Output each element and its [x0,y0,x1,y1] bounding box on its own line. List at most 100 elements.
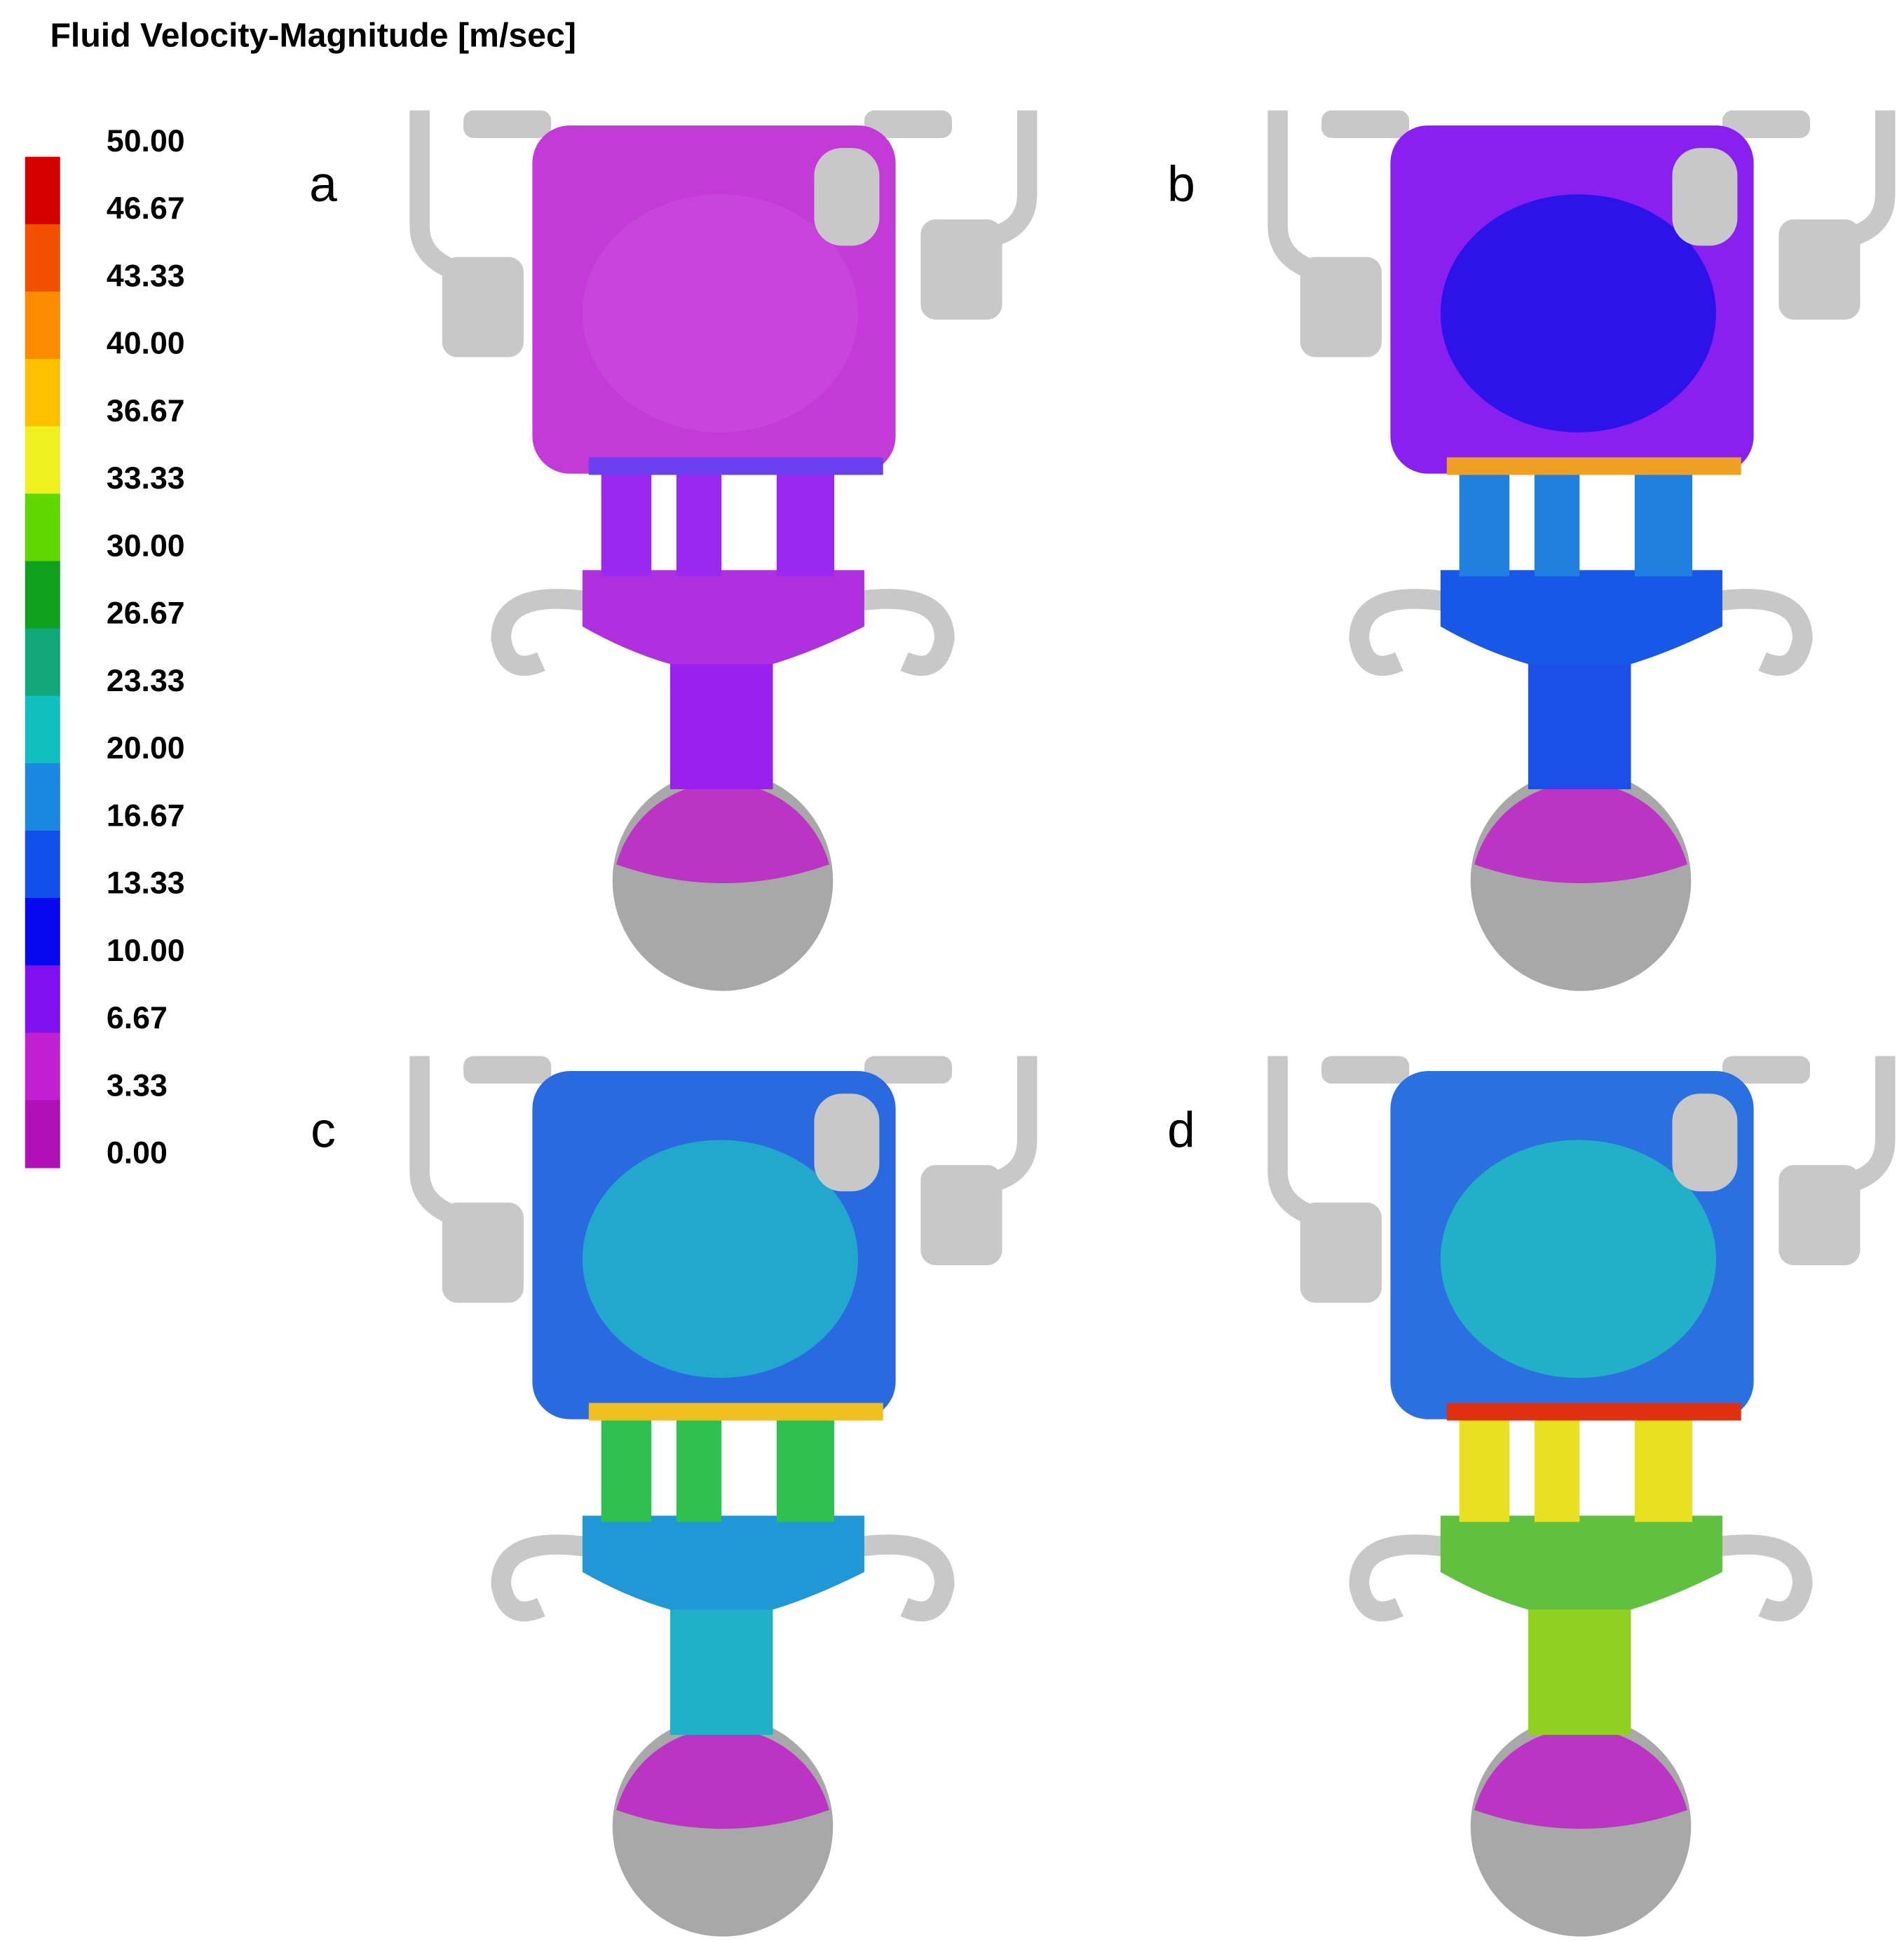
legend-label: 0.00 [107,1136,168,1171]
gate [1459,1415,1510,1522]
color-band [25,965,60,1034]
cavity-hole [814,1093,880,1192]
color-band [25,224,60,292]
cavity-hole [1672,148,1738,246]
legend-label: 40.00 [107,327,185,361]
color-band [25,359,60,428]
stem [1528,1597,1631,1736]
legend-label: 33.33 [107,461,185,496]
frame-pad [442,1202,524,1303]
sphere-flow [616,1728,829,1829]
color-band [25,1100,60,1168]
cavity-core [582,1140,858,1378]
frame-pad [1779,1165,1861,1266]
cavity-core [1440,194,1716,432]
sphere-flow [1474,782,1687,884]
curl [855,1534,955,1622]
curl [491,1534,590,1622]
frame-arm [992,1056,1038,1191]
gate [1634,1415,1693,1522]
runner [582,570,864,664]
panels: a b c d [309,110,1896,1937]
curl [1713,1534,1813,1622]
color-band [25,695,60,764]
panel: c [311,1056,1038,1937]
frame-tab [463,110,552,138]
legend-label: 10.00 [107,934,185,968]
frame-pad [920,219,1002,320]
legend-label: 23.33 [107,664,185,698]
curl [1713,589,1813,676]
panel: d [1167,1056,1896,1937]
legend-label: 50.00 [107,124,185,158]
legend-label: 16.67 [107,798,185,833]
cavity-core [582,194,858,432]
frame-pad [442,257,524,357]
gate [1534,470,1580,577]
stem [1528,651,1631,790]
panel-label: b [1167,156,1195,212]
frame-tab [1321,110,1410,138]
frame-tab [1722,1056,1810,1084]
color-band [25,493,60,562]
frame-arm [409,1056,458,1225]
gate [601,470,652,577]
color-band [25,561,60,629]
runner [1440,570,1722,664]
cavity-core [1440,1140,1716,1378]
cavity-hole [1672,1093,1738,1192]
legend-label: 26.67 [107,596,185,631]
runner [582,1515,864,1610]
gate [676,470,722,577]
frame-tab [864,110,952,138]
frame-arm [992,110,1038,245]
curl [491,589,590,676]
frame-pad [1300,257,1382,357]
color-band [25,830,60,899]
frame-pad [1300,1202,1382,1303]
panel: a [309,110,1038,991]
color-band [25,1032,60,1101]
legend-label: 46.67 [107,191,185,226]
title: Fluid Velocity-Magnitude [m/sec] [50,17,576,55]
gate [676,1415,722,1522]
frame-tab [864,1056,952,1084]
legend-label: 6.67 [107,1001,168,1035]
color-band [25,898,60,967]
panel-label: d [1167,1102,1195,1158]
frame-arm [1267,110,1316,279]
stem [669,651,773,790]
curl [1349,589,1448,676]
gate [1534,1415,1580,1522]
color-band [25,628,60,697]
sphere-flow [1474,1728,1687,1829]
legend-label: 20.00 [107,731,185,765]
curl [1349,1534,1448,1622]
legend-label: 43.33 [107,259,185,293]
frame-tab [1321,1056,1410,1084]
gate [776,470,835,577]
cavity-edge [588,457,883,475]
curl [855,589,955,676]
runner [1440,1515,1722,1610]
gate [776,1415,835,1522]
frame-arm [1850,1056,1896,1191]
frame-tab [1722,110,1810,138]
frame-pad [1779,219,1861,320]
color-band [25,156,60,225]
legend-label: 3.33 [107,1068,168,1103]
legend-label: 36.67 [107,394,185,428]
frame-tab [463,1056,552,1084]
legend: 50.00 46.67 43.33 40.00 36.67 33.33 30.00 26.67… [25,124,185,1171]
frame-arm [1850,110,1896,245]
cavity-edge [1446,1403,1741,1421]
gate [1459,470,1510,577]
frame-pad [920,1165,1002,1266]
panel-label: c [311,1102,336,1158]
gate [601,1415,652,1522]
legend-label: 13.33 [107,866,185,901]
cavity-edge [1446,457,1741,475]
panel: b [1167,110,1896,991]
stem [669,1597,773,1736]
